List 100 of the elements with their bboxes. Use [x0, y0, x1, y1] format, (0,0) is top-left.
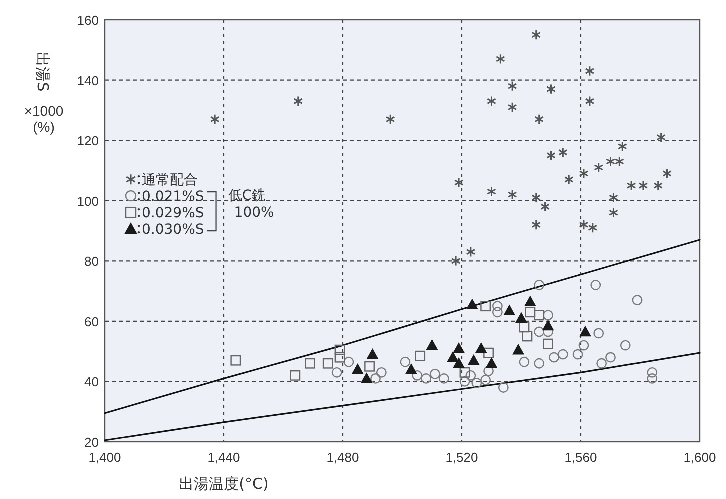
point — [596, 358, 608, 369]
point — [361, 373, 372, 384]
point — [546, 84, 556, 95]
point — [524, 296, 536, 306]
point — [451, 256, 461, 266]
point — [412, 370, 423, 381]
point — [549, 352, 560, 363]
point — [572, 349, 584, 360]
point — [543, 338, 554, 350]
point — [476, 342, 488, 354]
point — [453, 342, 465, 354]
line-series — [104, 352, 701, 442]
x-tick-label: 1,600 — [684, 450, 716, 465]
point — [468, 354, 480, 366]
point — [230, 355, 242, 366]
point — [508, 80, 518, 92]
point — [430, 368, 440, 380]
point — [662, 168, 672, 180]
point — [486, 358, 498, 368]
point — [376, 367, 387, 378]
y-tick-label: 160 — [77, 13, 99, 28]
point — [322, 358, 334, 369]
x-tick-label: 1,480 — [326, 450, 360, 465]
point — [516, 312, 528, 324]
point — [492, 301, 503, 312]
point — [466, 299, 478, 310]
point — [534, 358, 545, 369]
point — [626, 180, 636, 192]
y-tick-label: 120 — [77, 134, 99, 149]
point — [579, 168, 589, 180]
y-tick-label: 80 — [84, 254, 99, 270]
point — [585, 96, 595, 107]
point — [594, 162, 604, 174]
point — [534, 114, 544, 125]
point — [487, 186, 496, 198]
point — [532, 30, 542, 40]
point — [638, 180, 648, 192]
point — [332, 367, 342, 378]
point — [438, 374, 450, 384]
point — [447, 352, 459, 362]
point — [534, 326, 545, 338]
y-tick-label: 140 — [77, 73, 99, 88]
point — [647, 374, 658, 384]
legend-label: 0.030%S — [142, 222, 204, 238]
point — [386, 114, 396, 125]
y-tick-label: 100 — [77, 194, 99, 209]
point — [496, 54, 506, 65]
point — [580, 326, 592, 337]
point — [460, 367, 470, 378]
legend-label: 0.029%S — [142, 206, 204, 222]
point — [588, 222, 598, 234]
point — [578, 340, 590, 351]
point — [614, 156, 624, 168]
annotation: 低C銑 100% — [228, 188, 274, 222]
point — [406, 364, 418, 374]
point — [290, 370, 301, 381]
point — [498, 382, 509, 393]
point — [504, 305, 516, 316]
point — [594, 328, 604, 339]
point — [608, 192, 618, 204]
point — [656, 132, 666, 143]
point — [484, 348, 494, 358]
point — [454, 177, 464, 188]
point — [606, 352, 616, 363]
point — [400, 356, 411, 368]
point — [367, 348, 378, 360]
point — [421, 374, 432, 384]
point — [608, 208, 618, 218]
point — [492, 307, 503, 318]
point — [585, 66, 595, 77]
point — [546, 150, 556, 161]
point — [466, 246, 476, 258]
point — [334, 352, 346, 363]
point — [542, 320, 554, 331]
point — [534, 310, 545, 321]
point — [453, 358, 465, 368]
x-tick-label: 1,400 — [88, 450, 122, 465]
point — [484, 366, 494, 376]
point — [534, 280, 545, 290]
point — [512, 344, 524, 355]
point — [508, 102, 518, 113]
point — [210, 114, 220, 125]
point — [480, 301, 491, 312]
x-tick-label: 1,560 — [564, 450, 598, 465]
point — [579, 220, 589, 230]
point — [618, 141, 628, 152]
y-axis-title: 出湯S ×1000 (%) — [24, 52, 64, 135]
point — [487, 96, 496, 107]
point — [519, 322, 530, 333]
point — [558, 349, 568, 360]
point — [532, 220, 542, 230]
point — [344, 356, 354, 368]
point — [426, 340, 438, 350]
y-tick-label: 60 — [84, 314, 99, 330]
point — [606, 156, 616, 168]
point — [647, 367, 658, 378]
point — [466, 370, 476, 381]
point — [532, 192, 542, 204]
point — [654, 180, 664, 192]
point — [480, 375, 491, 386]
